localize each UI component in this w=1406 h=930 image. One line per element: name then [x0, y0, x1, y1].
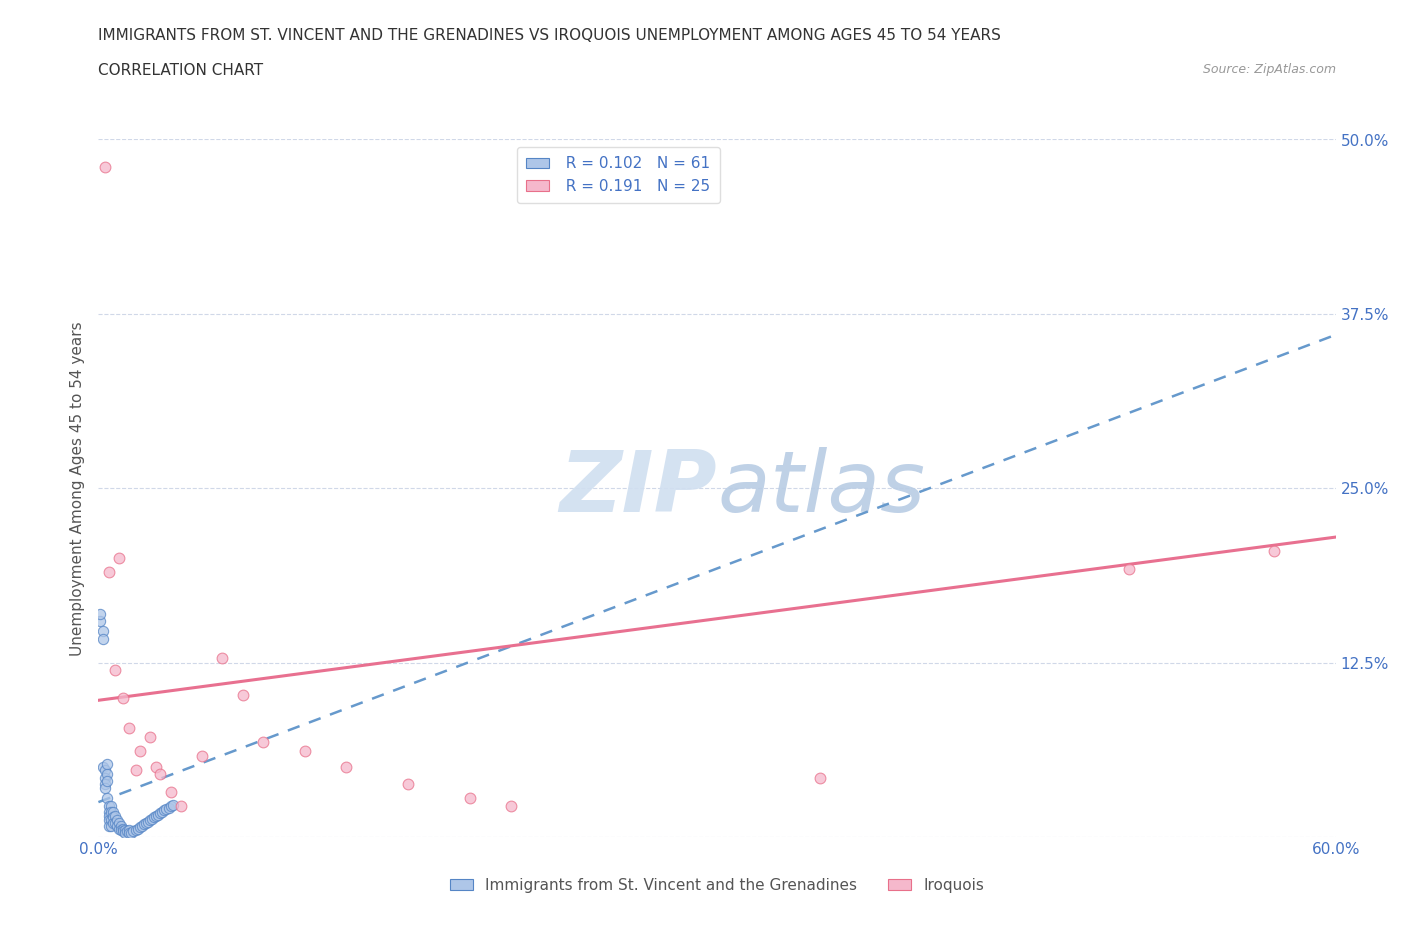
Point — [159, 785, 181, 800]
Point — [89, 606, 111, 621]
Point — [100, 818, 122, 833]
Point — [120, 826, 142, 841]
Point — [148, 807, 170, 822]
Point — [101, 810, 124, 825]
Point — [105, 813, 128, 828]
Point — [252, 735, 274, 750]
Point — [108, 816, 131, 830]
Point — [104, 809, 127, 824]
Point — [93, 160, 115, 175]
Point — [127, 821, 149, 836]
Point — [96, 790, 118, 805]
Point — [96, 774, 118, 789]
Point — [211, 651, 233, 666]
Point — [97, 818, 120, 833]
Point — [97, 804, 120, 819]
Point — [135, 816, 157, 830]
Point — [108, 821, 131, 836]
Point — [93, 771, 115, 786]
Point — [124, 823, 146, 837]
Text: CORRELATION CHART: CORRELATION CHART — [98, 63, 263, 78]
Point — [93, 781, 115, 796]
Point — [97, 565, 120, 579]
Point — [132, 817, 155, 831]
Point — [159, 799, 181, 814]
Point — [458, 790, 481, 805]
Point — [100, 804, 122, 819]
Point — [499, 799, 522, 814]
Point — [396, 777, 419, 791]
Point — [143, 810, 166, 825]
Point — [157, 800, 180, 815]
Point — [112, 824, 135, 839]
Point — [131, 818, 153, 833]
Point — [139, 813, 162, 828]
Point — [93, 777, 115, 791]
Point — [808, 771, 831, 786]
Point — [114, 823, 136, 837]
Point — [149, 766, 172, 781]
Point — [118, 823, 141, 837]
Point — [232, 687, 254, 702]
Point — [294, 743, 316, 758]
Point — [97, 813, 120, 828]
Point — [122, 824, 145, 839]
Text: ZIP: ZIP — [560, 446, 717, 530]
Point — [96, 757, 118, 772]
Point — [141, 811, 163, 827]
Point — [97, 809, 120, 824]
Point — [104, 816, 127, 830]
Point — [101, 816, 124, 830]
Point — [91, 760, 114, 775]
Point — [104, 662, 127, 677]
Point — [112, 821, 135, 836]
Point — [1263, 543, 1285, 558]
Point — [118, 721, 141, 736]
Point — [105, 818, 128, 833]
Point — [1118, 562, 1140, 577]
Point — [149, 805, 172, 821]
Legend: Immigrants from St. Vincent and the Grenadines, Iroquois: Immigrants from St. Vincent and the Gren… — [444, 872, 990, 899]
Point — [100, 799, 122, 814]
Text: IMMIGRANTS FROM ST. VINCENT AND THE GRENADINES VS IROQUOIS UNEMPLOYMENT AMONG AG: IMMIGRANTS FROM ST. VINCENT AND THE GREN… — [98, 28, 1001, 43]
Point — [108, 551, 131, 565]
Point — [162, 797, 184, 813]
Point — [101, 804, 124, 819]
Point — [112, 690, 135, 705]
Point — [136, 815, 159, 830]
Text: Source: ZipAtlas.com: Source: ZipAtlas.com — [1202, 63, 1336, 76]
Point — [153, 803, 176, 818]
Point — [110, 823, 132, 837]
Point — [139, 729, 162, 744]
Point — [91, 623, 114, 638]
Point — [97, 799, 120, 814]
Point — [145, 760, 167, 775]
Point — [155, 802, 177, 817]
Point — [96, 766, 118, 781]
Point — [93, 763, 115, 777]
Point — [110, 818, 132, 833]
Point — [190, 749, 212, 764]
Point — [114, 826, 136, 841]
Point — [89, 614, 111, 629]
Point — [145, 809, 167, 824]
Text: atlas: atlas — [717, 446, 925, 530]
Point — [128, 743, 150, 758]
Point — [91, 631, 114, 646]
Point — [100, 813, 122, 828]
Y-axis label: Unemployment Among Ages 45 to 54 years: Unemployment Among Ages 45 to 54 years — [69, 321, 84, 656]
Point — [170, 799, 193, 814]
Point — [118, 826, 141, 841]
Point — [150, 804, 173, 819]
Point — [335, 760, 357, 775]
Point — [117, 824, 139, 839]
Point — [124, 763, 146, 777]
Point — [128, 820, 150, 835]
